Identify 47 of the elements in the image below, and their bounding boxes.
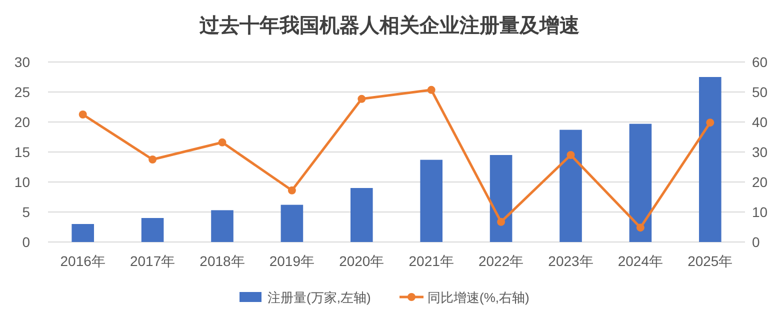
legend-label: 注册量(万家,左轴) [268, 290, 371, 305]
point [148, 156, 157, 164]
y2-tick-label: 10 [752, 204, 768, 220]
y2-tick-label: 60 [752, 54, 768, 70]
y-tick-label: 10 [14, 174, 30, 190]
bar [560, 130, 582, 242]
x-tick-label: 2021年 [408, 253, 454, 269]
x-tick-label: 2020年 [339, 253, 384, 269]
y-tick-label: 0 [22, 234, 30, 250]
bar [350, 188, 373, 242]
point [427, 86, 436, 94]
x-tick-label: 2019年 [269, 253, 315, 269]
y2-tick-label: 40 [752, 114, 768, 130]
x-tick-label: 2022年 [478, 253, 524, 269]
point [497, 218, 506, 226]
point [218, 138, 226, 146]
bar [629, 124, 652, 242]
y-tick-label: 20 [14, 114, 30, 130]
x-tick-label: 2025年 [688, 253, 733, 269]
bar [280, 204, 304, 242]
point [636, 224, 644, 232]
x-tick-label: 2017年 [130, 253, 176, 269]
bar [420, 160, 442, 242]
x-tick-label: 2024年 [618, 253, 664, 269]
bar [699, 77, 722, 242]
bar [141, 218, 164, 242]
y2-tick-label: 50 [752, 84, 768, 100]
y-tick-label: 30 [14, 54, 30, 70]
x-tick-label: 2016年 [60, 253, 106, 269]
x-tick-label: 2018年 [200, 253, 245, 269]
y-tick-label: 5 [22, 204, 30, 220]
bar [211, 210, 234, 242]
x-tick-label: 2023年 [548, 253, 594, 269]
bar [72, 224, 94, 242]
bar [490, 155, 512, 242]
y2-tick-label: 0 [752, 234, 760, 250]
chart-title: 过去十年我国机器人相关企业注册量及增速 [198, 14, 580, 37]
point [358, 94, 366, 103]
legend-label: 同比增速(%,右轴) [428, 290, 530, 305]
y-tick-label: 15 [14, 144, 30, 160]
point [566, 151, 575, 159]
y2-tick-label: 30 [752, 144, 768, 160]
y-tick-label: 25 [14, 84, 30, 100]
point [78, 110, 87, 118]
y2-tick-label: 20 [752, 174, 768, 190]
point [288, 186, 296, 194]
point [706, 118, 714, 127]
